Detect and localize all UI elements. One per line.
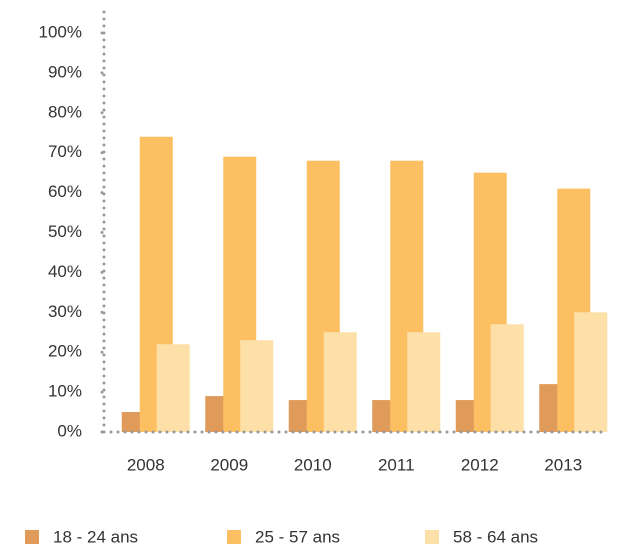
y-tick-label: 80% xyxy=(48,102,82,121)
y-tick-label: 30% xyxy=(48,302,82,321)
x-tick-label: 2010 xyxy=(294,455,332,474)
x-tick-label: 2008 xyxy=(127,455,165,474)
legend-swatch xyxy=(425,530,439,544)
legend-swatch xyxy=(227,530,241,544)
legend-label: 25 - 57 ans xyxy=(255,527,340,546)
x-tick-label: 2012 xyxy=(461,455,499,474)
x-tick-label: 2009 xyxy=(210,455,248,474)
bar xyxy=(156,344,190,432)
bar xyxy=(240,340,274,432)
y-tick-label: 100% xyxy=(39,22,82,41)
y-tick-label: 0% xyxy=(57,421,82,440)
bar xyxy=(323,332,357,432)
x-tick-label: 2013 xyxy=(544,455,582,474)
y-tick-label: 90% xyxy=(48,62,82,81)
bar xyxy=(574,312,608,432)
y-tick-label: 20% xyxy=(48,342,82,361)
y-tick-label: 40% xyxy=(48,262,82,281)
y-tick-label: 70% xyxy=(48,142,82,161)
legend-label: 58 - 64 ans xyxy=(453,527,538,546)
y-tick-label: 60% xyxy=(48,182,82,201)
y-tick-label: 10% xyxy=(48,382,82,401)
legend-label: 18 - 24 ans xyxy=(53,527,138,546)
bar xyxy=(490,324,524,432)
bar xyxy=(407,332,441,432)
legend-swatch xyxy=(25,530,39,544)
y-tick-label: 50% xyxy=(48,222,82,241)
x-tick-label: 2011 xyxy=(378,455,415,474)
